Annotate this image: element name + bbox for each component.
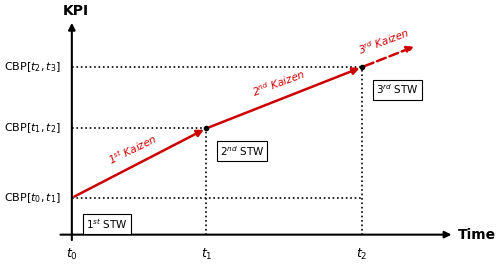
Text: 1$^{st}$ Kaizen: 1$^{st}$ Kaizen xyxy=(106,131,159,167)
Text: 1$^{st}$ STW: 1$^{st}$ STW xyxy=(86,218,128,231)
Text: Time: Time xyxy=(458,228,496,242)
Text: CBP$[t_0, t_1]$: CBP$[t_0, t_1]$ xyxy=(4,191,61,205)
Text: 2$^{nd}$ STW: 2$^{nd}$ STW xyxy=(220,144,264,158)
Text: 2$^{nd}$ Kaizen: 2$^{nd}$ Kaizen xyxy=(250,67,306,99)
Text: CBP$[t_2, t_3]$: CBP$[t_2, t_3]$ xyxy=(4,60,61,74)
Text: $t_2$: $t_2$ xyxy=(356,247,368,262)
Text: $t_0$: $t_0$ xyxy=(66,247,78,262)
Text: 3$^{rd}$ STW: 3$^{rd}$ STW xyxy=(376,83,419,97)
Text: KPI: KPI xyxy=(62,4,88,18)
Text: $t_1$: $t_1$ xyxy=(200,247,212,262)
Text: 3$^{rd}$ Kaizen: 3$^{rd}$ Kaizen xyxy=(356,26,411,57)
Text: CBP$[t_1, t_2]$: CBP$[t_1, t_2]$ xyxy=(4,122,61,135)
